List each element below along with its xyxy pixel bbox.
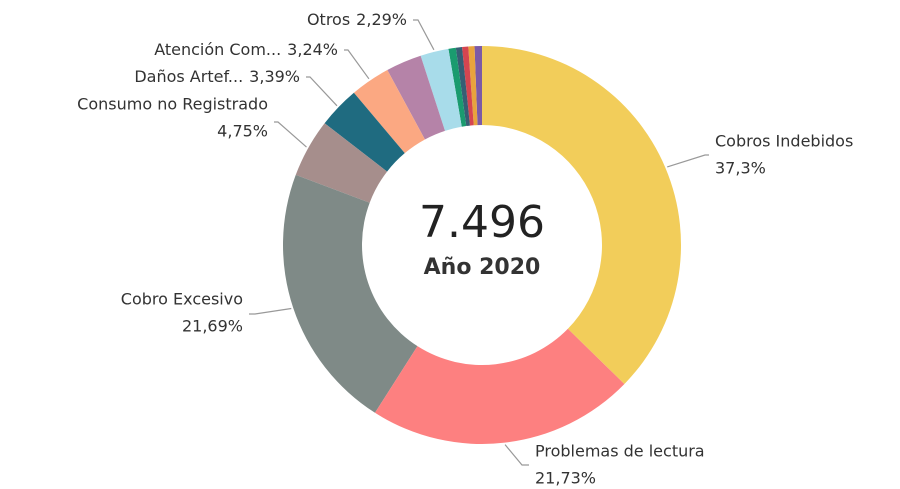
category-label: Atención Com... (154, 40, 281, 59)
value-label: 4,75% (217, 122, 268, 141)
donut-segment (482, 46, 681, 384)
donut-segment (455, 47, 470, 127)
slice-label: Problemas de lectura (535, 442, 705, 461)
value-label: 2,29% (356, 10, 407, 29)
center-value: 7.496 (419, 197, 545, 248)
donut-segment (295, 123, 388, 203)
center-subtitle: Año 2020 (424, 255, 541, 280)
donut-segment (283, 174, 418, 413)
donut-segment (462, 46, 474, 126)
leader-line (504, 444, 529, 466)
value-label: 21,73% (535, 469, 596, 488)
value-label: 3,24% (287, 40, 338, 59)
donut-segment (324, 92, 405, 172)
leader-line (667, 154, 709, 168)
donut-segment (387, 55, 445, 140)
leader-line (249, 307, 292, 315)
category-label: Otros (307, 10, 350, 29)
value-label: 37,3% (715, 159, 766, 178)
slice-label: Consumo no Registrado (77, 95, 268, 114)
slice-label: Cobro Excesivo (121, 290, 243, 309)
leader-line (306, 76, 338, 107)
donut-segment (420, 48, 462, 131)
donut-segment (474, 46, 482, 126)
donut-segment (468, 46, 478, 126)
slice-label: Cobros Indebidos (715, 132, 853, 151)
slice-label: Atención Com... 3,24% (154, 40, 338, 59)
value-label: 21,69% (182, 317, 243, 336)
slice-label: Daños Artef... 3,39% (134, 67, 300, 86)
donut-segment (353, 69, 425, 154)
leader-line (344, 49, 370, 80)
slice-label: Otros 2,29% (307, 10, 407, 29)
donut-segment (448, 47, 467, 127)
leader-line (413, 19, 435, 51)
category-label: Daños Artef... (134, 67, 243, 86)
donut-segment (374, 328, 625, 444)
leader-line (274, 121, 307, 148)
value-label: 3,39% (249, 67, 300, 86)
